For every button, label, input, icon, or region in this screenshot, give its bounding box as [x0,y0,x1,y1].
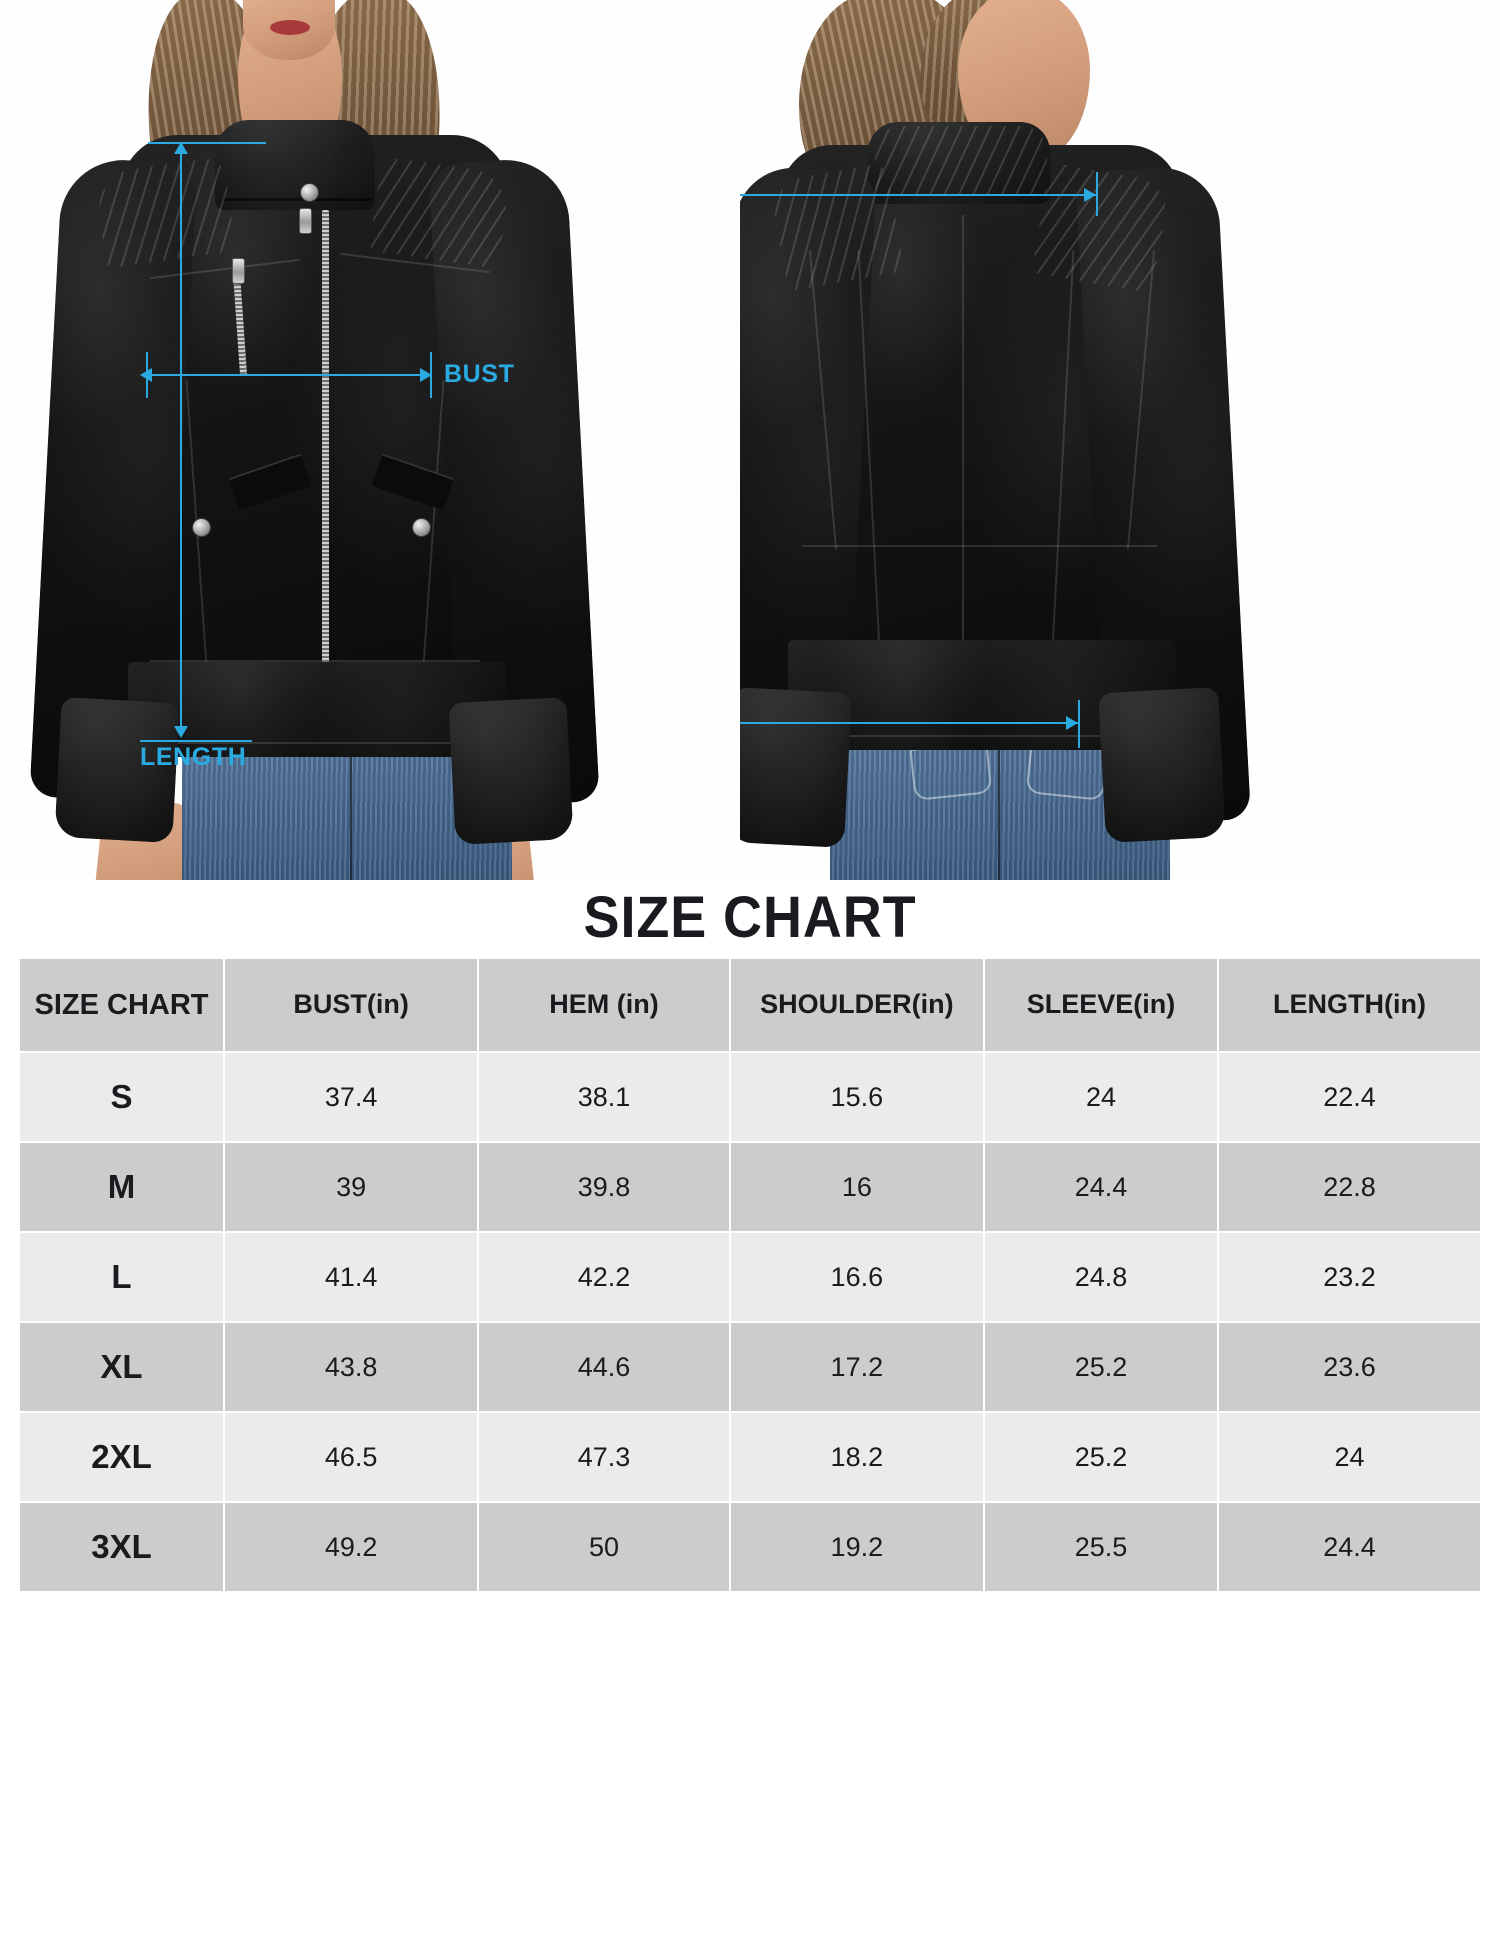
front-main-zip-pull [299,208,312,234]
cell-bust: 46.5 [225,1413,478,1501]
table-row: S 37.4 38.1 15.6 24 22.4 [20,1053,1480,1141]
column-header-length: LENGTH(in) [1218,959,1480,1051]
table-row: M 39 39.8 16 24.4 22.8 [20,1143,1480,1231]
column-header-hem: HEM (in) [479,959,729,1051]
shoulder-quilt-back-left [769,162,905,292]
cell-hem: 39.8 [479,1143,729,1231]
cell-shoulder: 16.6 [730,1233,983,1321]
pocket-snap-right [412,518,431,537]
table-header-row: SIZE CHART BUST(in) HEM (in) SHOULDER(in… [20,959,1480,1051]
column-header-shoulder: SHOULDER(in) [730,959,983,1051]
cell-hem: 44.6 [479,1323,729,1411]
jeans-pocket-left [909,741,993,801]
table-row: XL 43.8 44.6 17.2 25.2 23.6 [20,1323,1480,1411]
jacket-hem-edge-back [802,735,1162,737]
jeans-center-seam-back [998,712,1000,880]
cell-length: 23.6 [1218,1323,1480,1411]
cell-shoulder: 19.2 [730,1503,983,1591]
collar-snap [300,183,319,202]
cell-sleeve: 24.8 [984,1233,1217,1321]
jacket-collar-back [868,122,1050,204]
cell-sleeve: 25.2 [984,1413,1217,1501]
cell-shoulder: 15.6 [730,1053,983,1141]
cell-size: L [20,1233,223,1321]
cell-sleeve: 24.4 [984,1143,1217,1231]
front-main-zipper [322,210,329,730]
cell-hem: 50 [479,1503,729,1591]
cell-shoulder: 16 [730,1143,983,1231]
jeans-center-seam-front [350,712,352,880]
table-row: L 41.4 42.2 16.6 24.8 23.2 [20,1233,1480,1321]
cell-shoulder: 18.2 [730,1413,983,1501]
cell-bust: 39 [225,1143,478,1231]
back-view-photo: SHOULDER SLEEVE HEM [740,0,1500,880]
cell-bust: 49.2 [225,1503,478,1591]
collar-seam [222,198,372,201]
product-photo-panel: LENGTH BUST [0,0,1500,880]
page-title: SIZE CHART [583,885,917,950]
front-view-photo: LENGTH BUST [0,0,740,880]
cell-size: XL [20,1323,223,1411]
jacket-lower-sleeve-right-back [1098,686,1226,844]
cell-hem: 47.3 [479,1413,729,1501]
cell-size: M [20,1143,223,1231]
cell-size: 2XL [20,1413,223,1501]
column-header-bust: BUST(in) [225,959,478,1051]
cell-shoulder: 17.2 [730,1323,983,1411]
cell-bust: 41.4 [225,1233,478,1321]
jeans-pocket-right [1025,741,1109,801]
cell-bust: 43.8 [225,1323,478,1411]
cell-length: 24.4 [1218,1503,1480,1591]
waist-seam-front [150,660,480,662]
cell-bust: 37.4 [225,1053,478,1141]
cell-size: S [20,1053,223,1141]
cell-length: 22.4 [1218,1053,1480,1141]
size-chart-table: SIZE CHART BUST(in) HEM (in) SHOULDER(in… [18,957,1482,1593]
cell-length: 22.8 [1218,1143,1480,1231]
cell-hem: 42.2 [479,1233,729,1321]
jacket-lower-sleeve-left-back [740,687,852,848]
center-back-seam [962,215,964,645]
cell-sleeve: 25.2 [984,1323,1217,1411]
jacket-lower-sleeve-left [54,697,180,843]
chest-pocket-zip-pull [232,258,245,284]
cell-size: 3XL [20,1503,223,1591]
collar-quilt-back [875,126,1047,196]
model-lips [270,20,310,35]
pocket-snap-left [192,518,211,537]
size-chart-table-wrapper: SIZE CHART BUST(in) HEM (in) SHOULDER(in… [18,957,1482,1593]
table-row: 3XL 49.2 50 19.2 25.5 24.4 [20,1503,1480,1591]
cell-length: 24 [1218,1413,1480,1501]
cell-hem: 38.1 [479,1053,729,1141]
cell-sleeve: 25.5 [984,1503,1217,1591]
column-header-size: SIZE CHART [20,959,223,1051]
table-row: 2XL 46.5 47.3 18.2 25.2 24 [20,1413,1480,1501]
table-header: SIZE CHART BUST(in) HEM (in) SHOULDER(in… [20,959,1480,1051]
cell-length: 23.2 [1218,1233,1480,1321]
jacket-hem-edge-front [140,742,496,744]
shoulder-quilt-back-right [1031,162,1171,294]
jacket-lower-sleeve-right [448,697,574,845]
waist-seam-back [802,545,1157,547]
table-body: S 37.4 38.1 15.6 24 22.4 M 39 39.8 16 24… [20,1053,1480,1591]
jacket-collar-front [215,120,375,210]
cell-sleeve: 24 [984,1053,1217,1141]
column-header-sleeve: SLEEVE(in) [984,959,1217,1051]
